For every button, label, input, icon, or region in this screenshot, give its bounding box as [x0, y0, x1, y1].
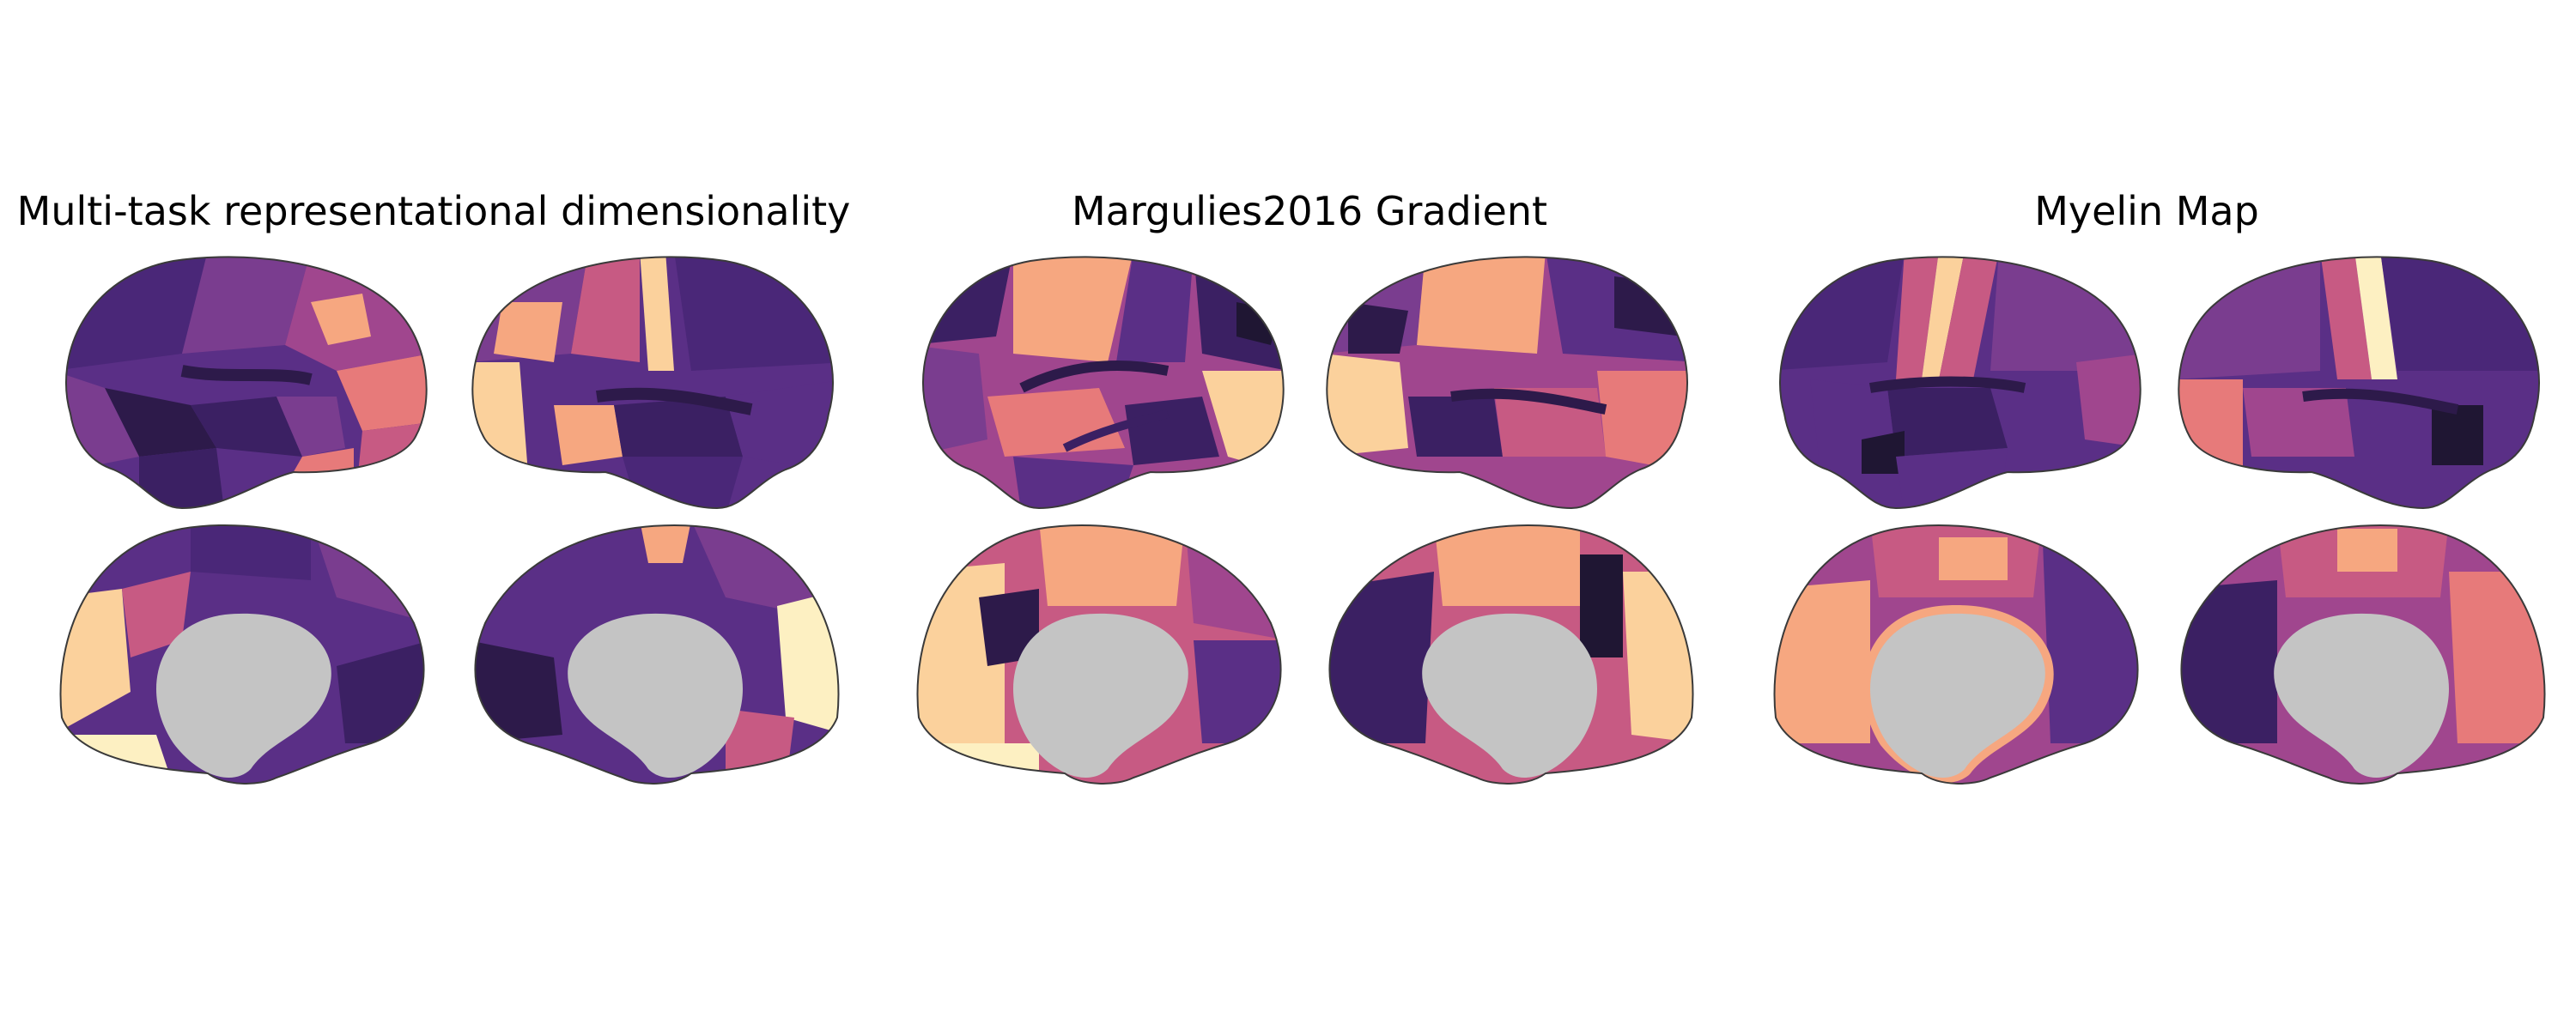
- brain-medial-right: [468, 520, 846, 786]
- brain-lateral-left: [910, 251, 1288, 517]
- brain-lateral-right: [468, 251, 846, 517]
- brain-medial-left: [53, 520, 431, 786]
- brain-medial-left: [1767, 520, 2145, 786]
- brain-lateral-left: [53, 251, 431, 517]
- panel-title: Margulies2016 Gradient: [1071, 188, 1548, 234]
- panel-multitask-dimensionality: Multi-task representational dimensionali…: [0, 0, 902, 1030]
- brain-lateral-left: [1767, 251, 2145, 517]
- brain-lateral-right: [2174, 251, 2552, 517]
- brain-lateral-right: [1322, 251, 1700, 517]
- panel-margulies-gradient: Margulies2016 Gradient: [859, 0, 1760, 1030]
- brain-medial-right: [1322, 520, 1700, 786]
- panel-title: Myelin Map: [2034, 188, 2259, 234]
- panel-title: Multi-task representational dimensionali…: [16, 188, 851, 234]
- brain-medial-left: [910, 520, 1288, 786]
- panel-myelin-map: Myelin Map: [1717, 0, 2576, 1030]
- brain-medial-right: [2174, 520, 2552, 786]
